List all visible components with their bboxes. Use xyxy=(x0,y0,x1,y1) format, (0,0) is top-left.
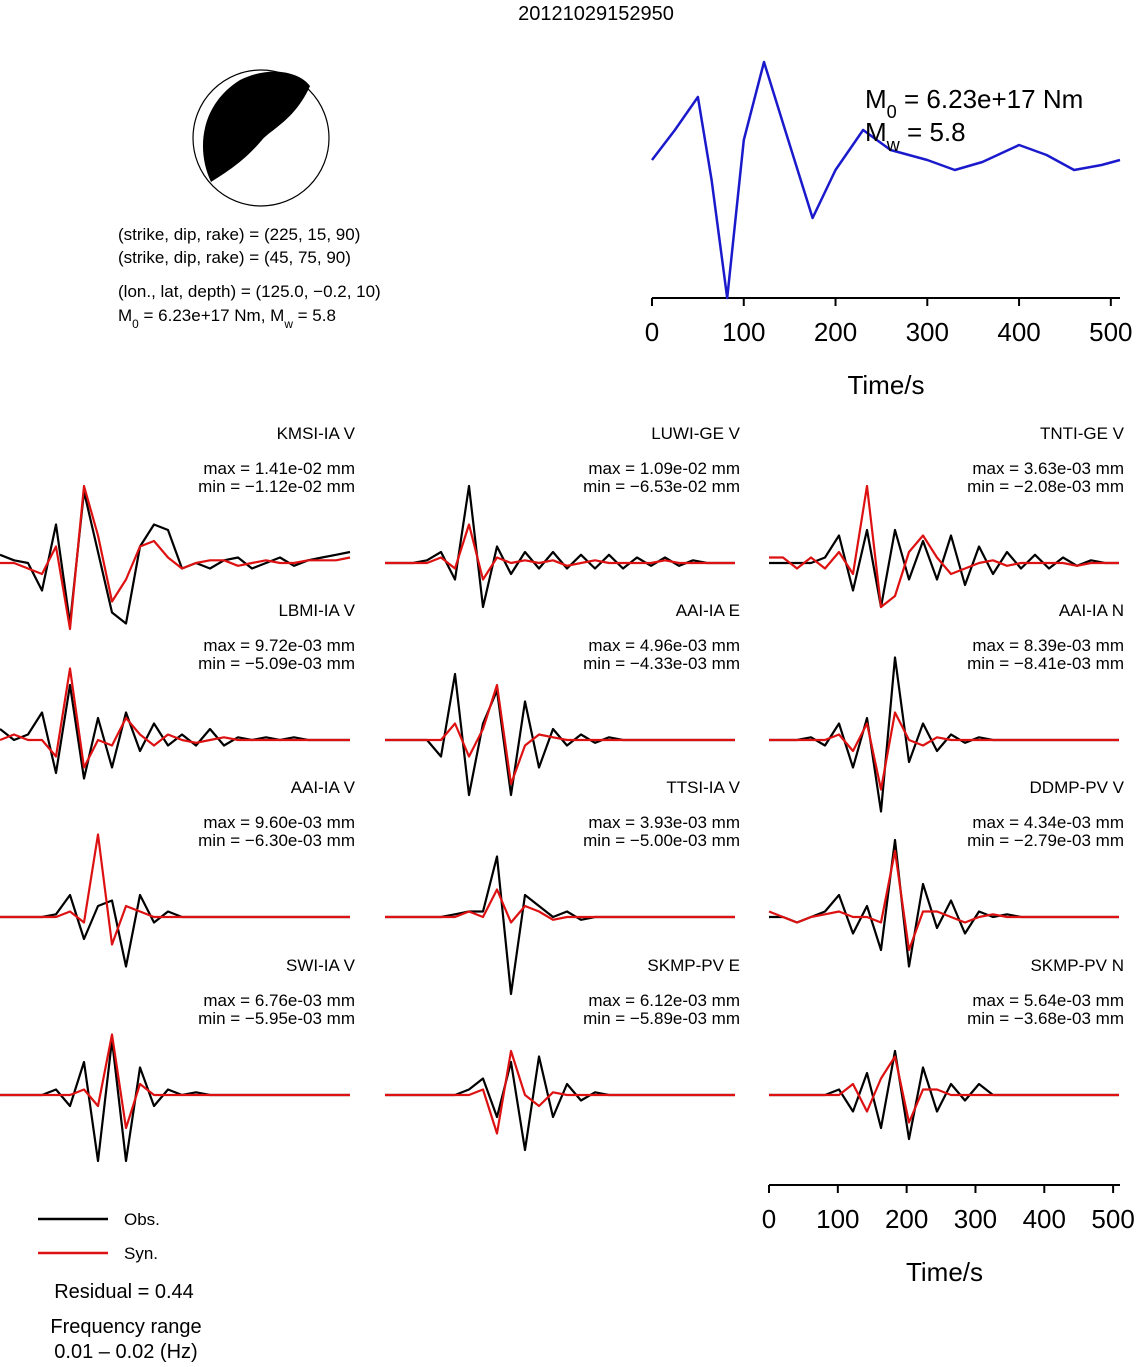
syn-line xyxy=(0,1033,350,1130)
obs-line xyxy=(769,528,1119,609)
station-label: LUWI-GE V xyxy=(651,424,740,443)
frequency-label: Frequency range xyxy=(50,1316,201,1338)
legend-label: Obs. xyxy=(124,1210,160,1229)
min-label: min = −2.08e-03 mm xyxy=(967,477,1124,496)
station-label: TNTI-GE V xyxy=(1040,424,1125,443)
frequency-value: 0.01 – 0.02 (Hz) xyxy=(54,1341,197,1362)
text-part: M xyxy=(118,306,132,325)
text-part: = 6.23e+17 Nm xyxy=(897,84,1083,114)
max-label: max = 1.41e-02 mm xyxy=(203,459,355,478)
max-label: max = 6.12e-03 mm xyxy=(588,991,740,1010)
syn-line xyxy=(769,1055,1119,1124)
min-label: min = −5.00e-03 mm xyxy=(583,831,740,850)
min-label: min = −6.30e-03 mm xyxy=(198,831,355,850)
min-label: min = −2.79e-03 mm xyxy=(967,831,1124,850)
min-label: min = −6.53e-02 mm xyxy=(583,477,740,496)
x-axis-label: Time/s xyxy=(847,370,924,400)
x-tick-label: 100 xyxy=(816,1204,859,1234)
x-tick-label: 100 xyxy=(722,317,765,347)
max-label: max = 3.63e-03 mm xyxy=(972,459,1124,478)
syn-line xyxy=(769,711,1119,791)
syn-line xyxy=(385,523,735,581)
stf-line xyxy=(651,60,1121,300)
station-label: KMSI-IA V xyxy=(277,424,356,443)
obs-line xyxy=(769,838,1119,968)
subscript: w xyxy=(283,317,293,331)
x-tick-label: 0 xyxy=(762,1204,776,1234)
max-label: max = 9.72e-03 mm xyxy=(203,636,355,655)
max-label: max = 9.60e-03 mm xyxy=(203,813,355,832)
text-part: M xyxy=(865,84,887,114)
min-label: min = −5.09e-03 mm xyxy=(198,654,355,673)
min-label: min = −8.41e-03 mm xyxy=(967,654,1124,673)
x-tick-label: 400 xyxy=(997,317,1040,347)
max-label: max = 6.76e-03 mm xyxy=(203,991,355,1010)
focal-text: (lon., lat, depth) = (125.0, −0.2, 10) xyxy=(118,282,381,301)
station-label: AAI-IA N xyxy=(1059,601,1124,620)
text-part: M xyxy=(865,117,887,147)
x-tick-label: 500 xyxy=(1089,317,1132,347)
station-label: SKMP-PV E xyxy=(647,956,740,975)
focal-text: (strike, dip, rake) = (45, 75, 90) xyxy=(118,248,351,267)
residual: Residual = 0.44 xyxy=(54,1281,194,1303)
obs-line xyxy=(0,683,350,780)
x-tick-label: 200 xyxy=(814,317,857,347)
obs-line xyxy=(0,1038,350,1163)
station-label: AAI-IA E xyxy=(676,601,740,620)
station-label: LBMI-IA V xyxy=(278,601,355,620)
obs-line xyxy=(0,490,351,625)
stf-annotation: Mw = 5.8 xyxy=(865,117,966,155)
x-tick-label: 400 xyxy=(1023,1204,1066,1234)
x-axis-label: Time/s xyxy=(906,1257,983,1287)
station-label: TTSI-IA V xyxy=(666,778,740,797)
focal-text: (strike, dip, rake) = (225, 15, 90) xyxy=(118,225,360,244)
min-label: min = −1.12e-02 mm xyxy=(198,477,355,496)
legend-label: Syn. xyxy=(124,1244,158,1263)
syn-line xyxy=(769,484,1119,609)
moment-text: M0 = 6.23e+17 Nm, Mw = 5.8 xyxy=(118,306,336,331)
beachball xyxy=(192,69,330,207)
min-label: min = −3.68e-03 mm xyxy=(967,1009,1124,1028)
min-label: min = −4.33e-03 mm xyxy=(583,654,740,673)
syn-line xyxy=(385,1049,735,1135)
title: 20121029152950 xyxy=(518,3,674,25)
subscript: w xyxy=(886,135,901,155)
stf-annotation: M0 = 6.23e+17 Nm xyxy=(865,84,1083,122)
syn-line xyxy=(768,849,1119,952)
syn-line xyxy=(385,888,735,924)
text-part: = 5.8 xyxy=(293,306,336,325)
max-label: max = 8.39e-03 mm xyxy=(972,636,1124,655)
min-label: min = −5.89e-03 mm xyxy=(583,1009,740,1028)
max-label: max = 5.64e-03 mm xyxy=(972,991,1124,1010)
max-label: max = 4.96e-03 mm xyxy=(588,636,740,655)
max-label: max = 1.09e-02 mm xyxy=(588,459,740,478)
syn-line xyxy=(0,833,350,946)
x-tick-label: 300 xyxy=(906,317,949,347)
obs-line xyxy=(385,672,735,797)
obs-line xyxy=(385,484,735,609)
syn-line xyxy=(0,667,350,769)
subscript: 0 xyxy=(887,102,897,122)
text-part: = 5.8 xyxy=(900,117,966,147)
syn-line xyxy=(385,683,735,786)
station-label: AAI-IA V xyxy=(291,778,356,797)
station-label: SKMP-PV N xyxy=(1030,956,1124,975)
station-label: SWI-IA V xyxy=(286,956,356,975)
syn-line xyxy=(0,484,351,631)
station-label: DDMP-PV V xyxy=(1030,778,1125,797)
x-tick-label: 200 xyxy=(885,1204,928,1234)
min-label: min = −5.95e-03 mm xyxy=(198,1009,355,1028)
text-part: = 6.23e+17 Nm, M xyxy=(139,306,285,325)
max-label: max = 4.34e-03 mm xyxy=(972,813,1124,832)
subscript: 0 xyxy=(132,317,139,331)
obs-line xyxy=(385,1055,735,1152)
x-tick-label: 0 xyxy=(645,317,659,347)
max-label: max = 3.93e-03 mm xyxy=(588,813,740,832)
x-tick-label: 300 xyxy=(954,1204,997,1234)
x-tick-label: 500 xyxy=(1091,1204,1134,1234)
